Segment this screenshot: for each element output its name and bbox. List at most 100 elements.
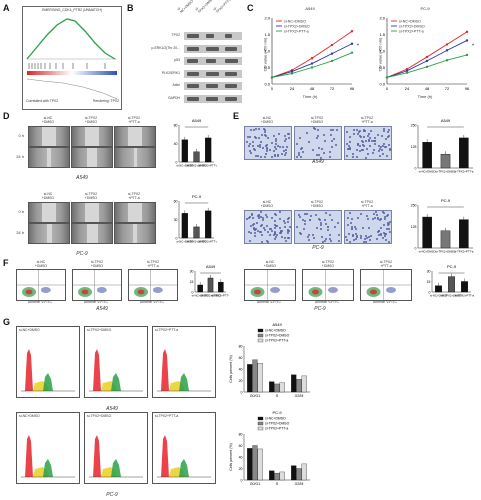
data-point [330, 43, 334, 47]
y-tick-label: 1.5 [264, 32, 270, 37]
lane-header-3: si-TPX2+PTT-a [212, 0, 232, 14]
y-tick-label: 2.0 [264, 16, 270, 21]
bar [257, 448, 263, 481]
wound-image [28, 223, 70, 244]
transwell-image [294, 126, 342, 160]
gsea-title: EMERGING_CDK4_PTR2 (UNMATCH) [42, 8, 102, 12]
x-tick-label: si-NC+DMSO [419, 170, 437, 174]
bar [459, 137, 469, 169]
data-point [350, 42, 354, 45]
bar [296, 379, 302, 393]
x-tick-label: 96 [350, 86, 355, 91]
transwell-a549-caption: A549 [312, 159, 324, 165]
panel-c-label: C [247, 3, 254, 13]
x-tick-label: 96 [465, 86, 470, 91]
histogram-title: si-TPX2+DMSO [87, 414, 112, 418]
gsea-left-label: Correlated with TPX2 [26, 99, 59, 103]
x-tick-label: G0/G1 [250, 394, 261, 398]
y-tick-label: 20 [239, 467, 243, 471]
wound-healing-pc9-caption: PC-9 [76, 251, 88, 257]
cell-population [152, 287, 163, 293]
series-line [271, 43, 353, 78]
chart-title: PC-9 [447, 264, 457, 269]
bar [205, 210, 212, 239]
y-tick-label: 0 [241, 390, 243, 394]
x-tick-label: G2/M [295, 482, 304, 486]
g2m-peak [179, 459, 189, 477]
apoptosis-pc9: si-NC +DMSO Annexin V-FITC si-TPX2 +DMSO An… [240, 260, 418, 312]
bar [197, 284, 203, 293]
bar [301, 463, 307, 481]
blot-band [187, 71, 199, 76]
blot-row-label: GAPDH [167, 95, 180, 100]
y-tick-label: 60 [239, 356, 243, 360]
image-col-header: si-TPX2 +PTT-a [127, 116, 141, 124]
blot-band [225, 84, 237, 88]
bar [207, 277, 214, 293]
y-axis-label: Cells percent (%) [229, 355, 233, 383]
bar [205, 137, 212, 163]
bar [440, 154, 451, 169]
legend-label: si-NC+DMSO [284, 20, 306, 24]
y-tick-label: 80 [174, 123, 178, 127]
y-tick-label: 0 [429, 290, 431, 294]
legend-label: si-NC+DMSO [265, 417, 286, 421]
legend-label: si-TPX2+DMSO [399, 25, 425, 29]
blot-band [187, 96, 199, 101]
data-point [425, 59, 429, 63]
flow-plot [360, 269, 412, 301]
x-tick-label: si-TPX2+DMSO [442, 294, 463, 298]
cell-cycle-a549-caption: A549 [106, 406, 118, 412]
cell-cycle-histograms: si-NC+DMSO si-TPX2+DMSO si-TPX2+PTT-a A549… [12, 320, 222, 498]
apoptosis-a549: si-NC +DMSO Annexin V-FITC si-TPX2 +DMSO An… [12, 260, 230, 312]
cell-cycle-histogram: si-TPX2+DMSO [84, 412, 148, 484]
flow-axis-label: Annexin V-FITC [373, 300, 397, 304]
y-tick-label: 125 [411, 145, 417, 149]
panel-d-label: D [3, 111, 10, 121]
x-tick-label: 72 [445, 86, 450, 91]
histogram-title: si-TPX2+PTT-a [155, 328, 179, 332]
data-point [330, 59, 334, 63]
apoptosis-a549-caption: A549 [96, 306, 108, 312]
blot-band [206, 34, 214, 38]
growth-chart-pc9: PC-9 0 24 48 72 96 0.0 0.5 1.0 1.5 2.0 si-NC+DMSO s… [365, 6, 477, 106]
image-col-header: si-TPX2 +PTT-a [360, 200, 374, 208]
g1-peak [157, 349, 211, 391]
wound-image [28, 126, 70, 147]
histogram-title: si-NC+DMSO [19, 328, 40, 332]
x-tick-label: S [276, 394, 279, 398]
y-tick-label: 0 [415, 246, 417, 250]
apoptosis-chart-pc9: PC-9 0 15 30 si-NC+DMSO si-TPX2+DMSO si-TPX2+P… [418, 262, 475, 306]
histogram-title: si-NC+DMSO [19, 414, 40, 418]
g1-peak [89, 435, 143, 477]
wound-healing-chart-pc9: PC-9 0 30 60 si-NC+DMSO si-TPX2+DMSO si-TPX2+P… [165, 192, 219, 252]
chart-title: PC-9 [192, 194, 202, 199]
y-tick-label: 1.0 [379, 49, 385, 54]
bar [269, 381, 275, 393]
growth-chart-a549-ylabel: OD value (450 nm) [262, 37, 268, 72]
image-col-header: si-TPX2 +PTT-a [127, 192, 141, 200]
data-point [350, 51, 354, 54]
y-tick-label: 250 [411, 123, 417, 127]
invasion-chart-a549: A549 0 125 250 si-NC+DMSO si-TPX2+DMSO si-TPX2… [404, 116, 476, 182]
bar [247, 448, 253, 481]
bar [459, 219, 469, 249]
data-point [405, 69, 409, 72]
x-tick-label: si-TPX2+PTT-a [454, 250, 474, 254]
wound-image [114, 202, 156, 223]
cell-population [312, 289, 319, 295]
x-tick-label: si-TPX2+PTT-a [211, 294, 229, 298]
gsea-right-label: Rendering: TPX2 [93, 99, 119, 103]
significance-mark: * [357, 44, 359, 50]
data-point [445, 59, 449, 62]
wound-image [114, 147, 156, 168]
wound-image [71, 147, 113, 168]
apoptosis-chart-a549: A549 0 15 30 si-NC+DMSO si-TPX2+DMSO si-TPX2+P… [181, 262, 231, 306]
cell-population [137, 289, 145, 295]
image-col-header: si-TPX2 +PTT-a [146, 260, 160, 268]
legend-swatch [257, 416, 264, 421]
bar [269, 470, 275, 481]
x-tick-label: si-NC+DMSO [192, 294, 210, 298]
y-tick-label: 80 [239, 432, 243, 436]
flow-axis-label: Annexin V-FITC [257, 300, 281, 304]
